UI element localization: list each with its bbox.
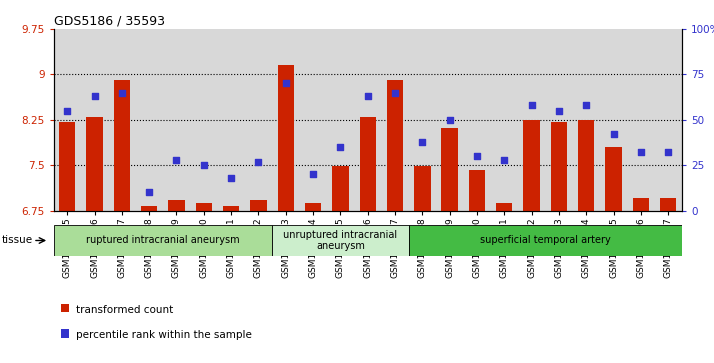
Point — [471, 153, 483, 159]
Point — [144, 189, 155, 195]
Bar — [54, 225, 272, 256]
Point — [444, 117, 456, 123]
Point — [389, 90, 401, 95]
Bar — [305, 203, 321, 211]
Point — [307, 171, 318, 177]
Bar — [250, 200, 266, 211]
Point — [280, 81, 291, 86]
Bar — [550, 122, 567, 211]
Point — [635, 150, 647, 155]
Bar — [414, 166, 431, 211]
Point — [580, 102, 592, 108]
Point — [663, 150, 674, 155]
Point — [526, 102, 538, 108]
Point — [253, 159, 264, 164]
Bar — [408, 225, 682, 256]
Bar — [523, 120, 540, 211]
Bar — [169, 200, 185, 211]
Bar — [605, 147, 622, 211]
Text: superficial temporal artery: superficial temporal artery — [480, 236, 610, 245]
Point — [335, 144, 346, 150]
Bar — [332, 166, 348, 211]
Point — [171, 157, 182, 163]
Bar — [86, 117, 103, 211]
Bar — [660, 199, 676, 211]
Bar — [578, 120, 595, 211]
Point — [61, 108, 73, 114]
Point — [198, 162, 209, 168]
Point — [226, 175, 237, 181]
Bar — [196, 203, 212, 211]
Bar — [496, 203, 513, 211]
Bar — [141, 206, 157, 211]
Text: unruptured intracranial
aneurysm: unruptured intracranial aneurysm — [283, 230, 398, 251]
Bar — [469, 170, 486, 211]
Point — [553, 108, 565, 114]
Point — [362, 93, 373, 99]
Bar — [278, 65, 294, 211]
Point — [498, 157, 510, 163]
Bar — [114, 81, 130, 211]
Bar — [387, 81, 403, 211]
Bar — [633, 199, 649, 211]
Text: tissue: tissue — [1, 236, 33, 245]
Point — [417, 139, 428, 144]
Point — [608, 131, 619, 137]
Text: GDS5186 / 35593: GDS5186 / 35593 — [54, 15, 164, 28]
Text: ruptured intracranial aneurysm: ruptured intracranial aneurysm — [86, 236, 240, 245]
Point — [116, 90, 128, 95]
Text: transformed count: transformed count — [76, 305, 174, 315]
Text: percentile rank within the sample: percentile rank within the sample — [76, 330, 252, 340]
Bar — [59, 122, 76, 211]
Point — [89, 93, 100, 99]
Bar — [223, 206, 239, 211]
Bar — [360, 117, 376, 211]
Bar — [441, 128, 458, 211]
Bar — [272, 225, 408, 256]
